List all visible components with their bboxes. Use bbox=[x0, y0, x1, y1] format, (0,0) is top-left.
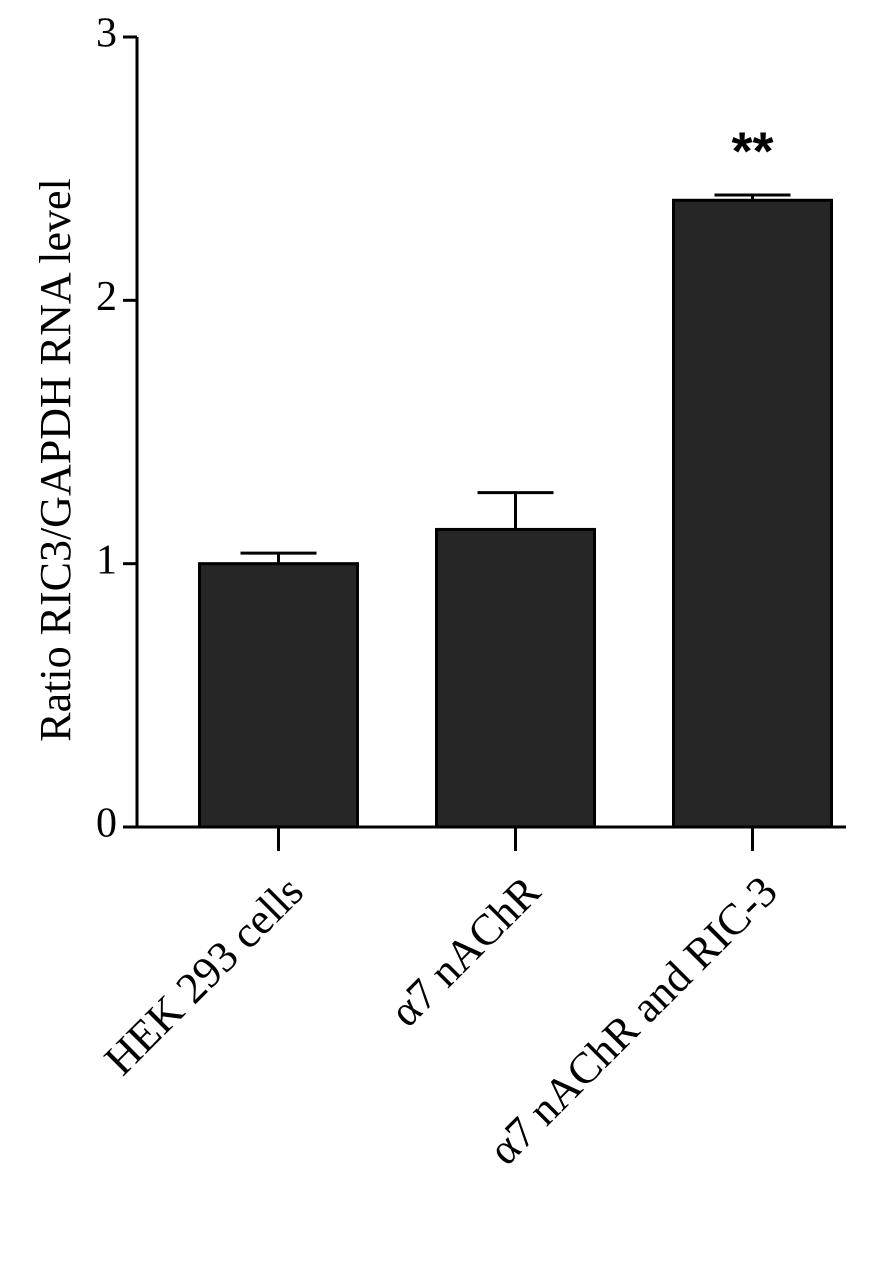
bar bbox=[435, 527, 596, 829]
y-tick-label: 2 bbox=[96, 274, 117, 320]
bar bbox=[198, 562, 359, 829]
significance-label: ** bbox=[731, 121, 773, 181]
y-tick-label: 1 bbox=[96, 537, 117, 583]
x-tick-label: HEK 293 cells bbox=[95, 867, 313, 1085]
y-tick-label: 3 bbox=[96, 11, 117, 57]
y-tick-label: 0 bbox=[96, 801, 117, 847]
bar bbox=[672, 198, 833, 829]
y-axis-label: Ratio RIC3/GAPDH RNA level bbox=[31, 178, 80, 741]
x-tick-label: α7 nAChR bbox=[380, 866, 550, 1036]
